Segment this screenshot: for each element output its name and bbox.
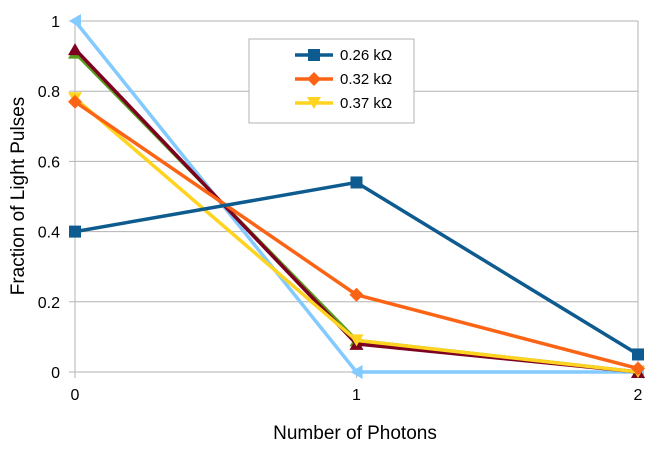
y-tick-label: 0.8 (38, 84, 60, 101)
y-tick-label: 0.6 (38, 154, 60, 171)
y-axis-label: Fraction of Light Pulses (8, 97, 29, 296)
data-point (349, 287, 364, 302)
legend-item: 0.26 kΩ (295, 47, 392, 64)
y-tick-label: 0 (51, 365, 60, 382)
legend-box (248, 38, 415, 124)
series-line (74, 180, 639, 356)
data-point (68, 94, 82, 109)
data-point (632, 348, 644, 361)
y-tick-label: 0.4 (38, 225, 60, 242)
x-axis-label: Number of Photons (273, 423, 437, 444)
data-point (68, 43, 82, 56)
data-point (350, 176, 363, 189)
x-tick-label: 2 (634, 387, 643, 404)
x-tick-label: 0 (71, 387, 80, 404)
series-1 (69, 176, 644, 361)
series-2 (68, 94, 645, 376)
legend-label: 0.26 kΩ (340, 47, 392, 64)
data-point (350, 365, 363, 379)
data-point (69, 225, 81, 238)
y-tick-label: 0.2 (38, 295, 60, 312)
legend-label: 0.37 kΩ (340, 95, 392, 112)
data-point (349, 334, 364, 347)
series-line (74, 100, 639, 371)
data-point (631, 361, 645, 376)
legend-marker (307, 72, 321, 86)
y-tick-label: 1 (51, 14, 60, 31)
legend-marker (307, 97, 321, 109)
legend-marker (308, 49, 320, 61)
x-tick-label: 1 (352, 387, 361, 404)
legend: 0.26 kΩ 0.32 kΩ 0.37 kΩ (248, 38, 415, 124)
tick-labels: 0 0.2 0.4 0.6 0.8 1 0 1 2 (38, 14, 643, 404)
legend-label: 0.32 kΩ (340, 71, 392, 88)
legend-item: 0.37 kΩ (295, 95, 392, 112)
data-point (69, 14, 81, 28)
series-layer (68, 14, 645, 379)
legend-item: 0.32 kΩ (295, 71, 392, 88)
